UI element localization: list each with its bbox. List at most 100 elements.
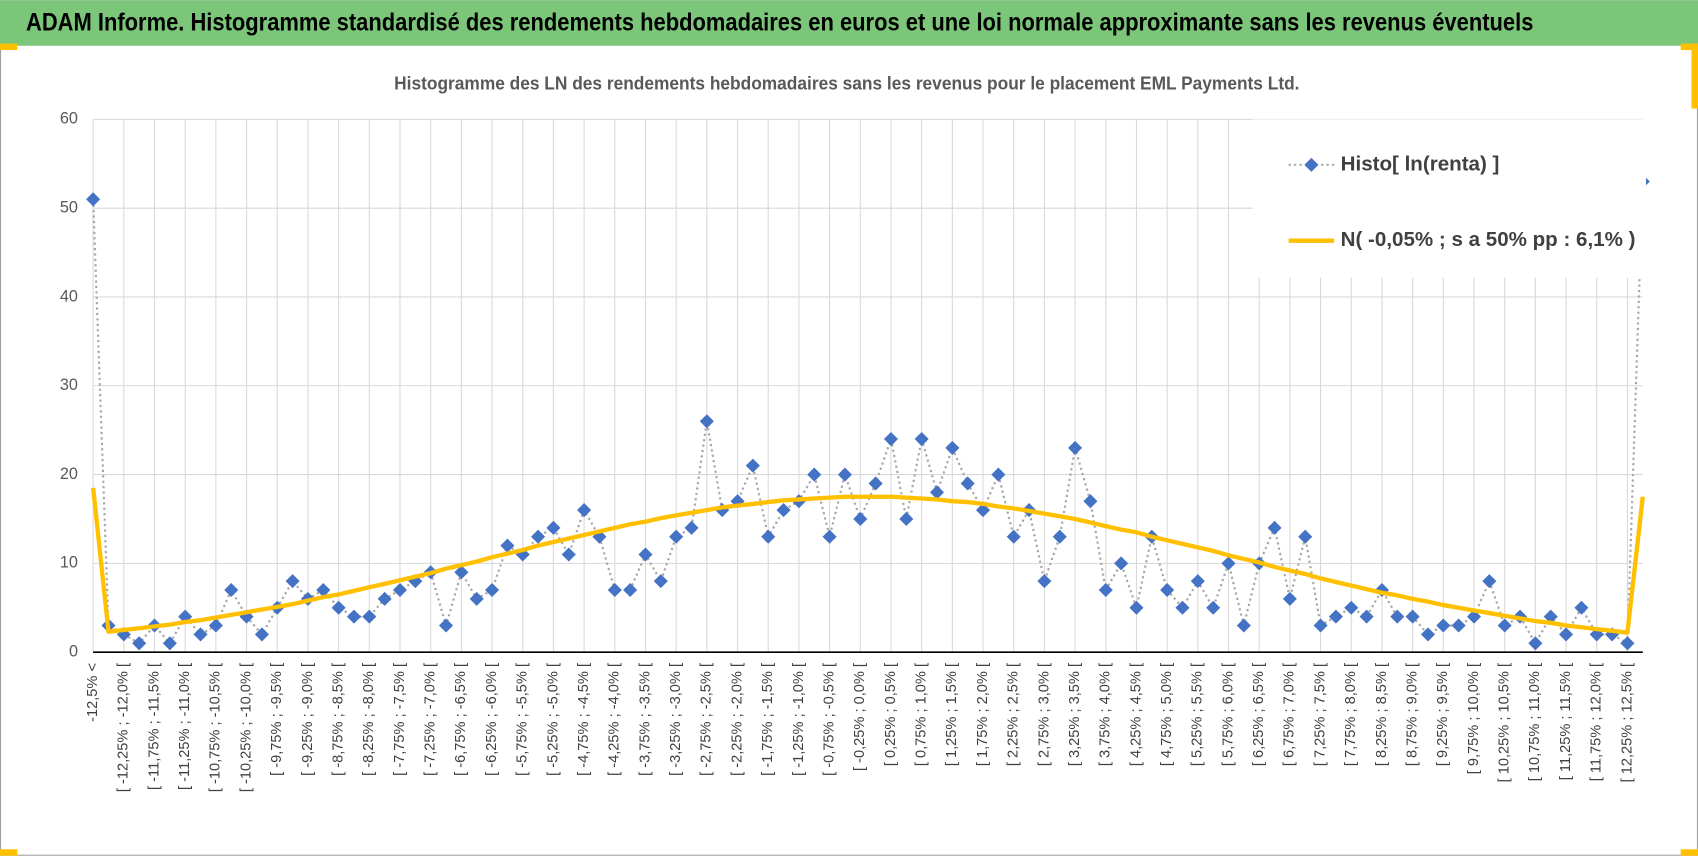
x-tick-label: [ -1,75% ; -1,5% [ <box>760 663 776 776</box>
x-tick-label: [ 3,25% ; 3,5% [ <box>1067 663 1083 766</box>
x-tick-label: [ -6,75% ; -6,5% [ <box>453 663 469 776</box>
histo-marker <box>208 618 223 633</box>
x-tick-label: [ -0,25% ; 0,0% [ <box>852 663 868 771</box>
histo-marker <box>653 574 668 589</box>
histo-marker <box>1482 574 1497 589</box>
x-tick-label: [ 4,25% ; 4,5% [ <box>1128 663 1144 766</box>
histo-marker <box>1328 609 1343 624</box>
legend-label: N( -0,05% ; s a 50% pp : 6,1% ) <box>1341 228 1636 251</box>
histo-marker <box>1543 609 1558 624</box>
histo-marker <box>1405 609 1420 624</box>
corner <box>0 43 18 51</box>
histo-marker <box>1206 600 1221 615</box>
histo-marker <box>776 503 791 518</box>
histo-marker <box>485 582 500 598</box>
x-tick-label: [ -6,25% ; -6,0% [ <box>484 663 500 776</box>
x-tick-label: [ 6,25% ; 6,5% [ <box>1251 663 1267 766</box>
histo-marker <box>1221 556 1236 571</box>
histo-marker <box>745 458 760 473</box>
histo-marker <box>914 432 929 447</box>
y-tick-label: 60 <box>60 110 78 128</box>
histo-marker <box>346 609 361 624</box>
x-tick-label: [ -9,75% ; -9,5% [ <box>269 663 285 776</box>
histo-marker <box>1190 574 1205 589</box>
x-tick-label: -12,5% < <box>85 663 101 722</box>
x-tick-label: [ 8,25% ; 8,5% [ <box>1374 663 1390 766</box>
x-tick-label: [ -9,25% ; -9,0% [ <box>300 663 316 776</box>
histo-marker <box>316 582 331 598</box>
histo-marker <box>1313 618 1328 633</box>
histo-marker <box>1083 494 1098 509</box>
histo-marker <box>960 476 975 491</box>
x-tick-label: [ -12,25% ; -12,0% [ <box>116 663 132 792</box>
histo-marker <box>193 627 208 642</box>
histo-marker <box>1620 636 1635 651</box>
histo-marker <box>1436 618 1451 633</box>
histo-marker <box>1497 618 1512 633</box>
histo-marker <box>1359 609 1374 624</box>
histo-marker <box>132 636 147 651</box>
x-tick-label: [ 12,25% ; 12,5% [ <box>1619 663 1635 782</box>
histo-marker <box>945 440 960 455</box>
corner <box>0 849 18 856</box>
x-tick-label: [ -5,75% ; -5,5% [ <box>515 663 531 776</box>
y-tick-label: 0 <box>69 642 78 660</box>
corner <box>1680 849 1698 856</box>
x-tick-label: [ 2,75% ; 3,0% [ <box>1036 663 1052 766</box>
histo-marker <box>86 192 101 207</box>
histo-marker <box>607 582 622 598</box>
x-tick-label: [ -8,75% ; -8,5% [ <box>330 663 346 776</box>
histo-marker <box>577 503 592 518</box>
histo-marker <box>546 520 561 535</box>
x-tick-label: [ -2,75% ; -2,5% [ <box>699 663 715 776</box>
histo-marker <box>1451 618 1466 633</box>
x-tick-label: [ 2,25% ; 2,5% [ <box>1006 663 1022 766</box>
histo-marker <box>1344 600 1359 615</box>
histo-marker <box>1574 600 1589 615</box>
histo-marker <box>684 520 699 535</box>
legend-label: Histo[ ln(renta) ] <box>1341 152 1500 175</box>
x-tick-label: [ 5,25% ; 5,5% [ <box>1190 663 1206 766</box>
histo-marker <box>669 529 684 544</box>
histo-marker <box>853 511 868 527</box>
histo-marker <box>807 467 822 482</box>
x-tick-label: [ -10,75% ; -10,5% [ <box>208 663 224 792</box>
histo-marker <box>1236 618 1251 633</box>
legend <box>1252 119 1647 278</box>
x-tick-label: [ -4,75% ; -4,5% [ <box>576 663 592 776</box>
title-bar <box>0 0 1698 46</box>
x-tick-label: [ 6,75% ; 7,0% [ <box>1282 663 1298 766</box>
histo-marker <box>531 529 546 544</box>
x-tick-label: [ -1,25% ; -1,0% [ <box>791 663 807 776</box>
histo-marker <box>438 618 454 633</box>
histo-marker <box>929 485 945 500</box>
corner <box>1691 43 1698 109</box>
histo-marker <box>822 529 837 544</box>
x-tick-label: [ 11,75% ; 12,0% [ <box>1589 663 1605 781</box>
histo-marker <box>1175 600 1190 615</box>
x-tick-label: [ 1,25% ; 1,5% [ <box>944 663 960 766</box>
histo-marker <box>500 538 515 553</box>
histo-marker <box>868 476 883 491</box>
x-tick-label: [ 10,25% ; 10,5% [ <box>1497 663 1513 782</box>
x-tick-label: [ -7,75% ; -7,5% [ <box>392 663 408 776</box>
legend-swatch <box>1304 157 1319 172</box>
x-tick-label: [ 7,75% ; 8,0% [ <box>1343 663 1359 766</box>
histo-marker <box>1129 600 1144 615</box>
histo-marker <box>1267 520 1282 535</box>
y-tick-label: 50 <box>60 198 78 216</box>
chart-title: Histogramme des LN des rendements hebdom… <box>394 73 1299 94</box>
histo-marker <box>1098 582 1113 598</box>
x-tick-label: [ 1,75% ; 2,0% [ <box>975 663 991 766</box>
x-tick-label: [ 10,75% ; 11,0% [ <box>1527 663 1543 781</box>
x-tick-label: [ -3,75% ; -3,5% [ <box>637 663 653 776</box>
histo-marker <box>469 591 484 606</box>
histo-marker <box>623 582 638 598</box>
histo-marker <box>162 636 177 651</box>
page-title: ADAM Informe. Histogramme standardisé de… <box>26 9 1533 37</box>
x-tick-label: [ 0,25% ; 0,5% [ <box>883 663 899 766</box>
y-tick-label: 40 <box>60 287 78 305</box>
histo-marker <box>761 529 776 544</box>
histo-marker <box>1559 627 1574 642</box>
